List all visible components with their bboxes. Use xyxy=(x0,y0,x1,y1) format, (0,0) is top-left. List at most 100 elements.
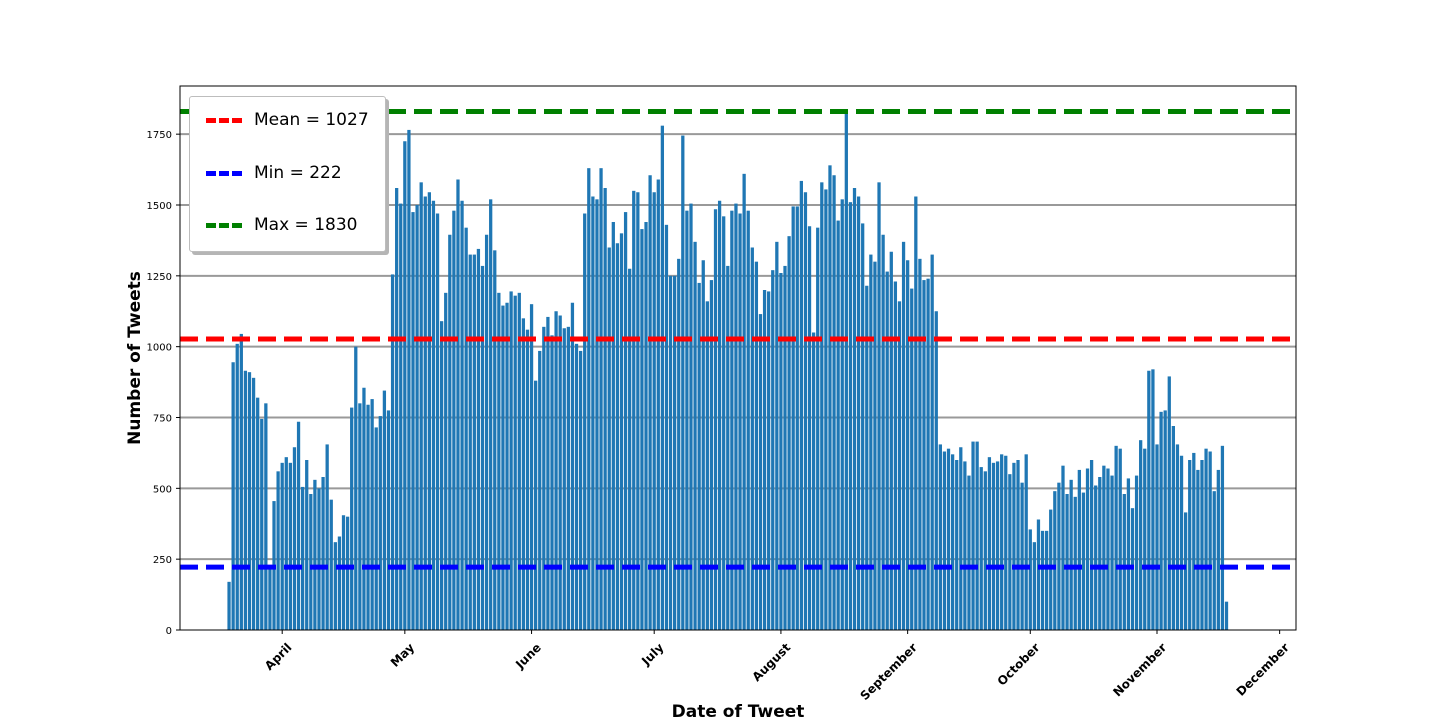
bar xyxy=(914,196,918,630)
bar xyxy=(779,273,783,630)
bar xyxy=(783,265,787,630)
bar xyxy=(591,196,595,630)
bar xyxy=(738,213,742,630)
bar xyxy=(795,206,799,630)
bar xyxy=(1159,411,1163,630)
bar xyxy=(345,516,350,630)
max-line-swatch xyxy=(206,222,242,228)
bar xyxy=(1118,448,1122,630)
bar xyxy=(411,212,415,631)
bar xyxy=(1179,455,1184,630)
bar xyxy=(861,223,865,630)
bar xyxy=(243,370,248,630)
bar xyxy=(1045,530,1049,630)
bar xyxy=(587,168,591,630)
bar xyxy=(967,475,971,630)
bar xyxy=(574,343,579,630)
bar xyxy=(791,206,795,630)
bar xyxy=(251,377,256,630)
bar xyxy=(296,421,301,630)
bar xyxy=(955,460,959,630)
bar xyxy=(390,274,395,630)
bar xyxy=(1212,491,1216,630)
bar xyxy=(934,311,938,630)
bar xyxy=(1102,465,1106,630)
bar xyxy=(497,292,501,630)
bar xyxy=(803,192,808,630)
bar xyxy=(1188,460,1192,630)
bar xyxy=(439,321,444,630)
legend-label-max: Max = 1830 xyxy=(254,215,358,235)
bar xyxy=(963,461,967,630)
bar xyxy=(550,335,554,630)
y-axis: 0 250 500 750 1000 1250 1500 1750 xyxy=(147,130,180,637)
y-tick-label: 1250 xyxy=(147,272,172,283)
bar xyxy=(1143,448,1147,630)
bar xyxy=(820,182,824,631)
bar xyxy=(787,236,791,630)
legend-label-mean: Mean = 1027 xyxy=(254,110,369,130)
bar xyxy=(423,196,427,630)
bar xyxy=(959,447,963,630)
bar xyxy=(889,251,893,630)
bar xyxy=(722,216,726,631)
bar xyxy=(885,271,889,630)
bar xyxy=(534,380,538,630)
bar xyxy=(558,315,562,630)
bar xyxy=(599,168,603,630)
y-tick-label: 250 xyxy=(153,555,172,566)
bar xyxy=(1004,455,1008,630)
bar xyxy=(1053,491,1057,630)
bar xyxy=(991,462,996,630)
bar xyxy=(623,212,628,631)
bar xyxy=(697,282,701,630)
bar xyxy=(448,234,452,630)
bar xyxy=(668,275,673,630)
y-tick-label: 1000 xyxy=(147,343,172,354)
bar xyxy=(1098,477,1102,630)
bar xyxy=(370,399,374,630)
bar xyxy=(1061,465,1065,630)
bar xyxy=(746,210,750,630)
y-tick-label: 0 xyxy=(166,626,172,637)
bar xyxy=(415,205,419,630)
plot-frame xyxy=(179,85,1297,631)
bar xyxy=(1114,445,1118,630)
bar xyxy=(1122,494,1126,630)
bar xyxy=(1057,482,1061,630)
bar xyxy=(1167,376,1171,630)
bar xyxy=(877,182,881,631)
bar xyxy=(922,280,926,630)
bar xyxy=(636,192,640,630)
bar xyxy=(256,397,260,630)
bar xyxy=(427,192,431,630)
bar xyxy=(705,301,709,630)
bar xyxy=(1012,462,1016,630)
bar xyxy=(595,199,599,631)
bar xyxy=(1020,482,1024,630)
bar xyxy=(1077,469,1081,630)
bar xyxy=(464,227,468,630)
bar xyxy=(562,328,566,630)
bar xyxy=(836,220,840,631)
bar xyxy=(901,241,906,631)
bar xyxy=(1094,485,1098,630)
bar xyxy=(517,292,521,630)
bar xyxy=(386,410,391,630)
bar xyxy=(341,515,346,630)
bar xyxy=(521,318,526,630)
bar xyxy=(979,467,983,630)
bar xyxy=(1089,460,1094,630)
bar xyxy=(689,203,693,631)
bar xyxy=(505,302,509,630)
bar xyxy=(546,316,550,630)
bar xyxy=(607,247,611,630)
bar xyxy=(1151,369,1155,630)
bar xyxy=(1208,451,1212,630)
bar xyxy=(566,326,570,630)
bar xyxy=(758,314,763,630)
bar xyxy=(468,254,472,631)
bar xyxy=(840,199,844,631)
bar xyxy=(910,288,914,630)
bar xyxy=(239,333,243,630)
